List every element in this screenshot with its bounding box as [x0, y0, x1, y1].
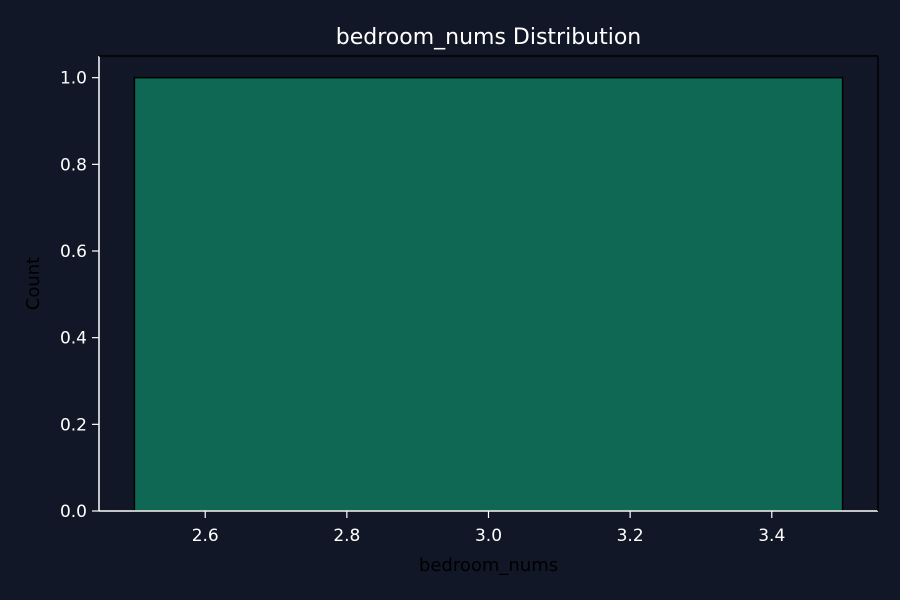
x-ticks-group: 2.6 2.8 3.0 3.2 3.4	[192, 511, 785, 546]
x-tick-label: 3.4	[758, 526, 785, 546]
y-tick-label: 0.0	[60, 502, 87, 522]
y-axis-title: Count	[23, 257, 44, 310]
y-ticks-group: 0.0 0.2 0.4 0.6 0.8 1.0	[60, 69, 99, 522]
histogram-bar-0	[133, 76, 844, 512]
x-tick-label: 2.8	[333, 526, 360, 546]
x-axis-title: bedroom_nums	[419, 555, 558, 576]
bars-group	[133, 76, 844, 512]
chart-title: bedroom_nums Distribution	[336, 25, 642, 50]
y-tick-label: 1.0	[60, 69, 87, 89]
axes-group	[98, 55, 879, 512]
x-tick-label: 3.0	[475, 526, 502, 546]
y-tick-label: 0.4	[60, 329, 87, 349]
y-tick-label: 0.2	[60, 415, 87, 435]
x-tick-label: 3.2	[617, 526, 644, 546]
x-tick-label: 2.6	[192, 526, 219, 546]
y-tick-label: 0.8	[60, 155, 87, 175]
y-tick-label: 0.6	[60, 242, 87, 262]
